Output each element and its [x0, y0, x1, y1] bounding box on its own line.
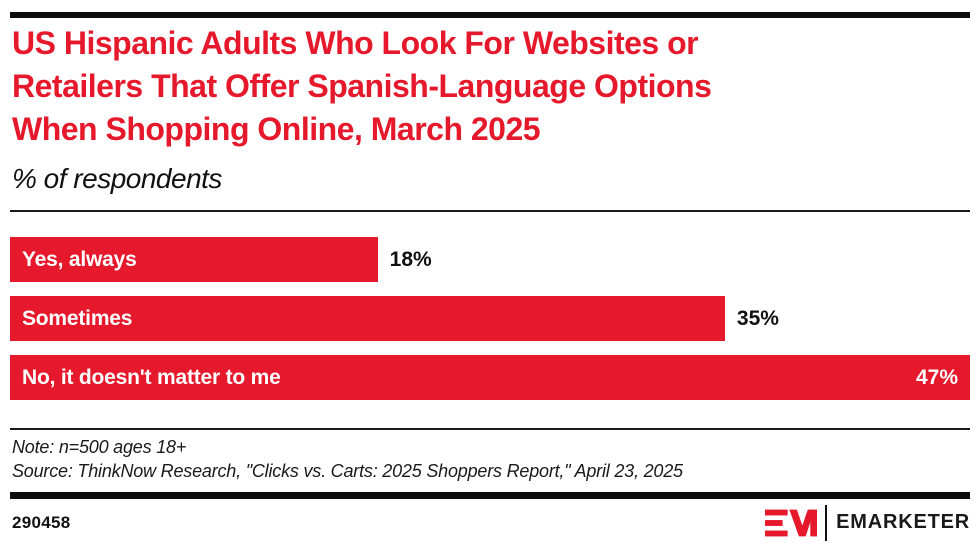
bar: No, it doesn't matter to me 47% [10, 355, 970, 400]
chart-id: 290458 [12, 513, 71, 532]
em-monogram-icon [765, 509, 818, 536]
emarketer-logo: EMARKETER [765, 504, 970, 541]
note-line: Note: n=500 ages 18+ [12, 437, 187, 457]
subtitle-divider [10, 210, 970, 212]
chart-title-line-2: Retailers That Offer Spanish-Language Op… [12, 68, 712, 104]
bar-row: Yes, always 18% [10, 237, 970, 282]
bar: Yes, always [10, 237, 378, 282]
logo-divider [825, 504, 828, 541]
bar-row: Sometimes 35% [10, 296, 970, 341]
logo-wordmark: EMARKETER [836, 511, 970, 533]
bar-category-label: No, it doesn't matter to me [22, 365, 281, 389]
chart-subtitle: % of respondents [12, 163, 222, 194]
bar-category-label: Yes, always [22, 247, 137, 271]
bar-value-label: 18% [389, 247, 432, 271]
bar-value-label: 35% [736, 306, 779, 330]
chart-title: US Hispanic Adults Who Look For Websites… [12, 22, 962, 151]
source-line: Source: ThinkNow Research, "Clicks vs. C… [12, 461, 683, 481]
bar-value-label: 47% [915, 365, 958, 389]
top-rule [10, 12, 970, 18]
notes-divider [10, 428, 970, 430]
bottom-rule [10, 492, 970, 499]
bar-category-label: Sometimes [22, 306, 133, 330]
bar-row: No, it doesn't matter to me 47% [10, 355, 970, 400]
bar: Sometimes [10, 296, 725, 341]
bar-chart: Yes, always 18% Sometimes 35% No, it doesn't… [10, 237, 970, 414]
chart-title-line-1: US Hispanic Adults Who Look For Websites… [12, 25, 699, 61]
chart-title-line-3: When Shopping Online, March 2025 [12, 111, 541, 147]
